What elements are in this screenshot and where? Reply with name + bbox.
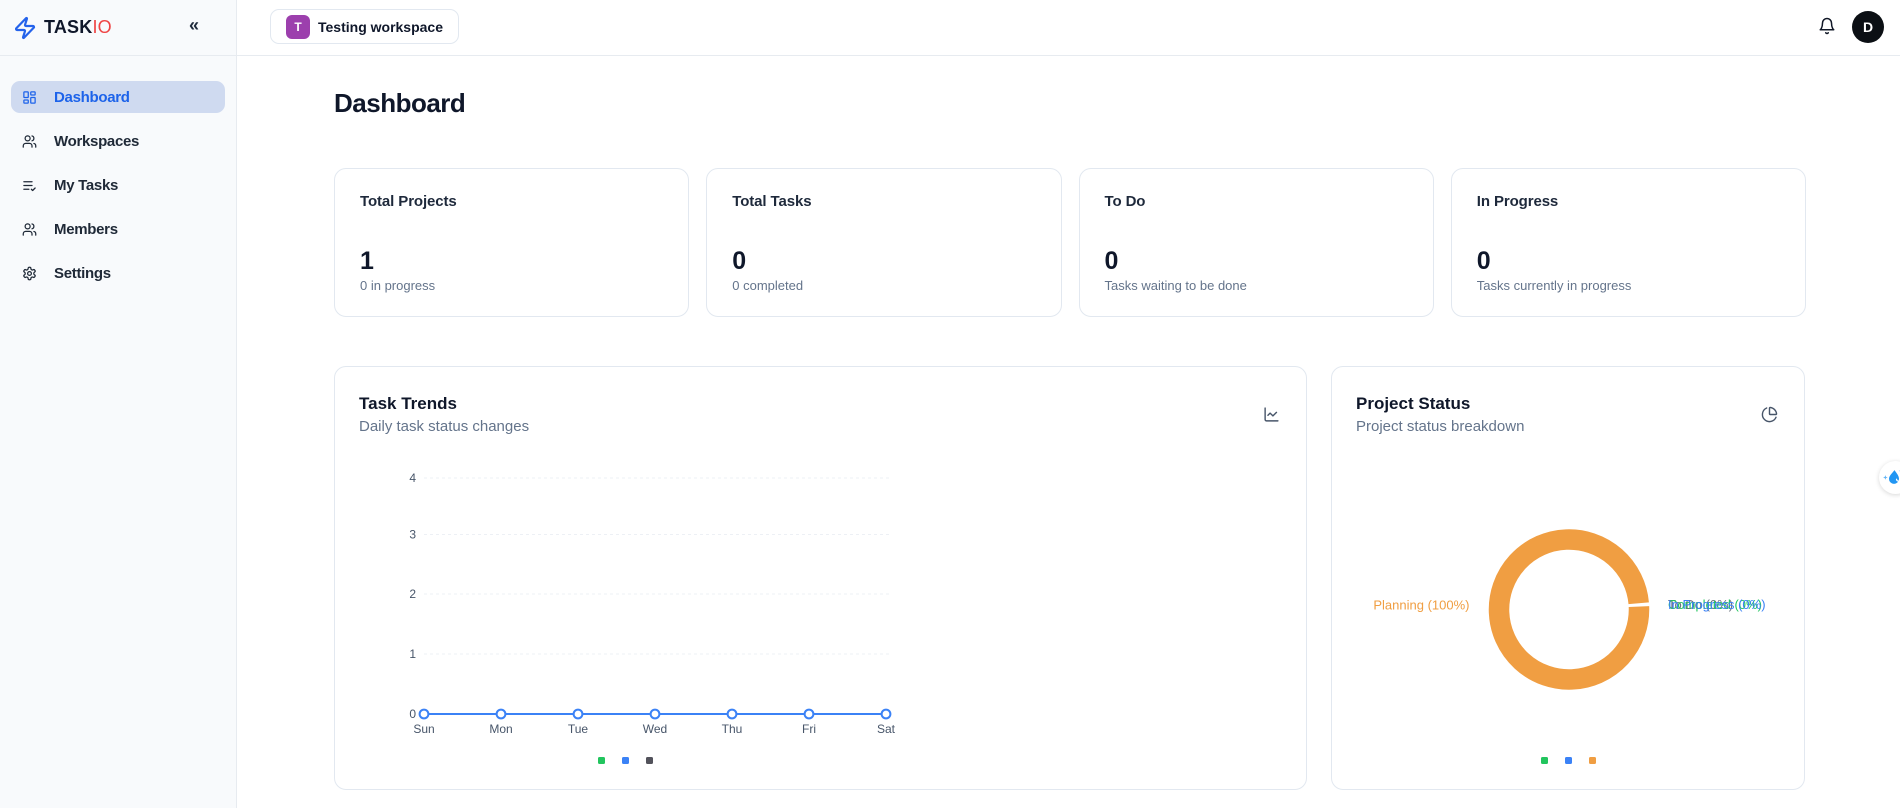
svg-text:Fri: Fri bbox=[802, 722, 816, 736]
svg-text:Mon: Mon bbox=[489, 722, 512, 736]
svg-text:Planning (100%): Planning (100%) bbox=[1373, 598, 1469, 613]
svg-text:1: 1 bbox=[409, 647, 416, 661]
svg-text:Tue: Tue bbox=[568, 722, 589, 736]
svg-text:To Do (0%): To Do (0%) bbox=[1668, 597, 1733, 612]
svg-text:Sat: Sat bbox=[877, 722, 896, 736]
svg-text:In Progress (0%): In Progress (0%) bbox=[1668, 597, 1766, 612]
svg-text:4: 4 bbox=[409, 471, 416, 485]
svg-text:Completed (0%): Completed (0%) bbox=[1668, 597, 1762, 612]
svg-text:Wed: Wed bbox=[643, 722, 667, 736]
svg-text:Sun: Sun bbox=[413, 722, 434, 736]
svg-text:Thu: Thu bbox=[722, 722, 743, 736]
svg-text:0: 0 bbox=[409, 707, 416, 721]
svg-text:3: 3 bbox=[409, 528, 416, 542]
svg-text:2: 2 bbox=[409, 587, 416, 601]
